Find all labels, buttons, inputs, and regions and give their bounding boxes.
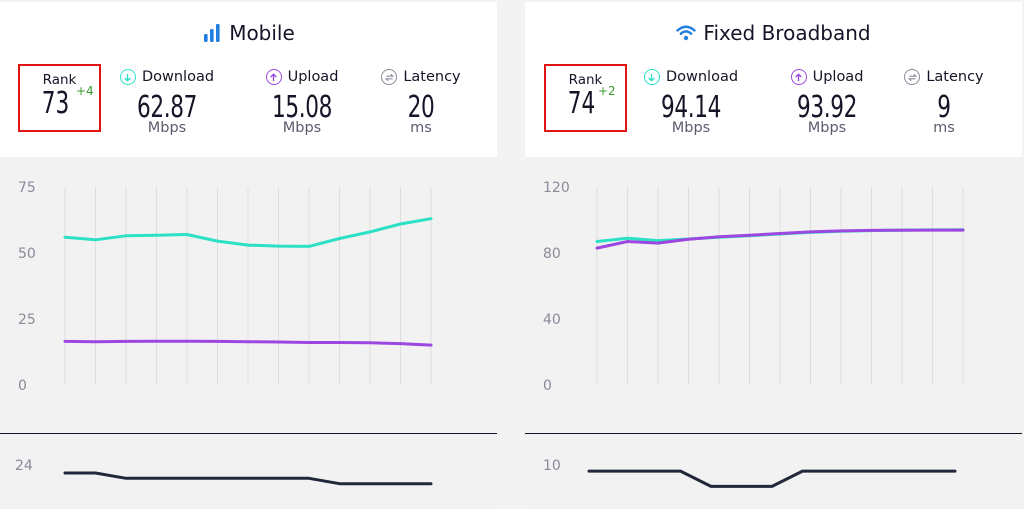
download-label: Download [665, 69, 739, 85]
panel-title: Mobile [0, 18, 497, 48]
y-tick-label: 25 [18, 312, 36, 328]
arrow-down-circle-icon [119, 69, 136, 85]
series-line-upload [63, 339, 433, 347]
latency-unit: ms [933, 120, 955, 136]
download-stat: Download 94.14 Mbps [632, 62, 750, 136]
rank-delta: +2 [598, 84, 616, 98]
latency-value: 9 [937, 90, 951, 125]
rank-value: 74 [567, 86, 596, 121]
rank-box: Rank 74 +2 [544, 64, 627, 132]
wifi-icon [676, 23, 697, 43]
y-tick-label: 40 [543, 312, 561, 328]
latency-label: Latency [403, 69, 461, 85]
speed-chart: 75 50 25 0 [0, 157, 497, 433]
speed-chart-svg: 75 50 25 0 [18, 180, 433, 394]
series-line-latency [587, 469, 957, 488]
y-tick-label: 0 [18, 378, 27, 394]
upload-unit: Mbps [807, 120, 847, 136]
panel-title-text: Mobile [229, 21, 295, 45]
arrow-up-circle-icon [790, 69, 807, 85]
latency-chart-svg: 24 [15, 458, 433, 486]
arrow-down-circle-icon [643, 69, 660, 85]
latency-stat: Latency 9 ms [897, 62, 991, 136]
arrow-up-circle-icon [265, 69, 282, 85]
latency-chart-svg: 10 [543, 458, 957, 488]
rank-label: Rank [42, 72, 77, 88]
signal-bars-icon [202, 23, 222, 43]
y-tick-label: 10 [543, 458, 561, 474]
upload-value: 93.92 [796, 90, 858, 125]
y-tick-label: 50 [18, 246, 36, 262]
latency-unit: ms [410, 120, 432, 136]
latency-stat: Latency 20 ms [372, 62, 470, 136]
upload-stat: Upload 15.08 Mbps [247, 62, 357, 136]
rank-value: 73 [41, 86, 70, 121]
chart-divider [525, 433, 1022, 434]
series-line-upload [595, 228, 965, 250]
download-value: 94.14 [660, 90, 722, 125]
stats-row: Download 94.14 Mbps Upload 93.92 Mbps La… [525, 62, 1022, 154]
latency-chart: 24 [0, 434, 497, 509]
rank-label: Rank [568, 72, 603, 88]
series-line-latency [63, 471, 433, 486]
speed-chart-svg: 120 80 40 0 [543, 180, 965, 394]
y-tick-label: 75 [18, 180, 36, 196]
download-stat: Download 62.87 Mbps [108, 62, 226, 136]
stats-row: Download 62.87 Mbps Upload 15.08 Mbps La… [0, 62, 497, 154]
upload-value: 15.08 [271, 90, 333, 125]
latency-value: 20 [407, 90, 435, 125]
download-value: 62.87 [136, 90, 198, 125]
fixed-broadband-panel: Fixed Broadband Rank 74 +2 Download 94.1… [525, 2, 1022, 509]
series-line-download [63, 217, 433, 248]
latency-label: Latency [926, 69, 984, 85]
rank-box: Rank 73 +4 [18, 64, 101, 132]
panel-title-text: Fixed Broadband [703, 21, 871, 45]
latency-icon [381, 69, 398, 85]
y-tick-label: 80 [543, 246, 561, 262]
panel-title: Fixed Broadband [525, 18, 1022, 48]
download-label: Download [141, 69, 215, 85]
chart-divider [0, 433, 497, 434]
latency-chart: 10 [525, 434, 1022, 509]
y-tick-label: 120 [543, 180, 570, 196]
download-unit: Mbps [147, 120, 187, 136]
mobile-panel: Mobile Rank 73 +4 Download 62.87 Mbps Up… [0, 2, 497, 509]
latency-icon [904, 69, 921, 85]
upload-stat: Upload 93.92 Mbps [772, 62, 882, 136]
y-tick-label: 24 [15, 458, 33, 474]
y-tick-label: 0 [543, 378, 552, 394]
upload-unit: Mbps [282, 120, 322, 136]
upload-label: Upload [812, 69, 864, 85]
speed-chart: 120 80 40 0 [525, 157, 1022, 433]
upload-label: Upload [287, 69, 339, 85]
rank-delta: +4 [76, 84, 94, 98]
download-unit: Mbps [671, 120, 711, 136]
